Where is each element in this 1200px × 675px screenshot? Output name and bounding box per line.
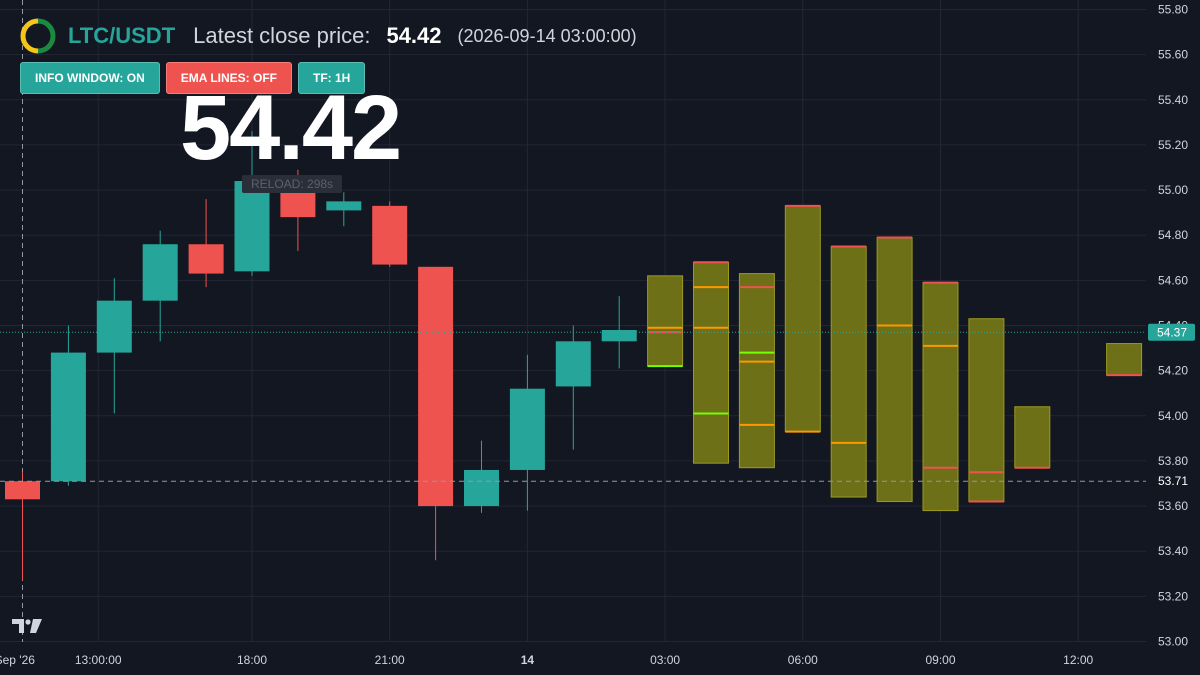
candle-body-up bbox=[509, 388, 545, 470]
time-tick-label: 14 bbox=[521, 653, 535, 667]
forecast-box bbox=[784, 205, 821, 433]
litecoin-logo-icon bbox=[20, 18, 56, 54]
time-tick-label: 09:00 bbox=[925, 653, 955, 667]
time-tick-label: 18:00 bbox=[237, 653, 267, 667]
forecast-box bbox=[738, 273, 775, 469]
candle-body-down bbox=[5, 481, 40, 500]
forecast-box bbox=[693, 261, 729, 464]
price-tick-label: 53.40 bbox=[1158, 544, 1188, 558]
candle-body-up bbox=[464, 469, 499, 507]
candle-body-up bbox=[234, 181, 270, 272]
candle-body-down bbox=[418, 266, 454, 507]
chart-header: LTC/USDT Latest close price: 54.42 (2026… bbox=[20, 18, 637, 54]
chart-grid bbox=[0, 0, 1146, 642]
ema-lines-button[interactable]: EMA LINES: OFF bbox=[165, 62, 292, 94]
candle-body-up bbox=[142, 244, 178, 301]
price-tick-label: 55.60 bbox=[1158, 48, 1188, 62]
time-axis-panel bbox=[0, 643, 1146, 675]
price-tick-label: 53.20 bbox=[1158, 589, 1188, 603]
timeframe-button[interactable]: TF: 1H bbox=[297, 62, 366, 94]
price-tick-label: 55.80 bbox=[1158, 3, 1188, 17]
pair-name: LTC/USDT bbox=[68, 23, 176, 48]
latest-close-label: Latest close price: bbox=[193, 23, 371, 48]
candle-body-up bbox=[326, 201, 362, 211]
chart-overlay bbox=[0, 331, 1146, 482]
info-window-button[interactable]: INFO WINDOW: ON bbox=[20, 62, 160, 94]
time-tick-label: 12:00 bbox=[1063, 653, 1093, 667]
reload-countdown[interactable]: RELOAD: 298s bbox=[242, 175, 343, 193]
forecast-box bbox=[830, 246, 867, 498]
toolbar: INFO WINDOW: ON EMA LINES: OFF TF: 1H bbox=[20, 62, 366, 94]
time-tick-label: 03:00 bbox=[650, 653, 680, 667]
candle-body-up bbox=[601, 330, 637, 342]
candlesticks bbox=[5, 131, 637, 581]
candle-body-down bbox=[372, 205, 408, 265]
candle-body-up bbox=[96, 300, 132, 353]
forecast-box bbox=[968, 318, 1005, 503]
price-tick-label: 55.00 bbox=[1158, 183, 1188, 197]
crosshair-price-label-bg bbox=[1148, 472, 1195, 490]
price-tick-label: 53.60 bbox=[1158, 499, 1188, 513]
price-tick-label: 54.20 bbox=[1158, 364, 1188, 378]
candle-body-up bbox=[50, 352, 86, 482]
time-tick-label: 21:00 bbox=[375, 653, 405, 667]
time-tick-label: 13:00:00 bbox=[75, 653, 122, 667]
latest-close-value: 54.42 bbox=[386, 23, 442, 48]
price-tick-label: 55.20 bbox=[1158, 138, 1188, 152]
time-tick-label: 13 Sep '26 bbox=[0, 653, 35, 667]
latest-close-timestamp: (2026-09-14 03:00:00) bbox=[457, 25, 637, 46]
candle-body-down bbox=[188, 244, 224, 274]
price-tick-label: 54.80 bbox=[1158, 228, 1188, 242]
last-price-label-bg bbox=[1148, 323, 1195, 341]
price-tick-label: 53.00 bbox=[1158, 635, 1188, 649]
price-tick-label: 54.00 bbox=[1158, 409, 1188, 423]
tradingview-logo-icon bbox=[12, 619, 42, 633]
forecast-box bbox=[1014, 406, 1051, 469]
last-price-label: 54.37 bbox=[1157, 325, 1187, 339]
forecast-box bbox=[647, 275, 684, 367]
price-tick-label: 54.60 bbox=[1158, 273, 1188, 287]
big-price-display: 54.42 bbox=[180, 77, 402, 179]
forecast-box bbox=[1106, 343, 1143, 376]
forecast-box bbox=[922, 282, 959, 512]
candle-body-up bbox=[555, 341, 591, 387]
time-tick-label: 06:00 bbox=[788, 653, 818, 667]
forecast-boxes bbox=[22, 0, 1143, 642]
price-tick-label: 53.80 bbox=[1158, 454, 1188, 468]
crosshair-price-label: 53.71 bbox=[1158, 474, 1188, 488]
forecast-box bbox=[876, 236, 913, 503]
price-tick-label: 55.40 bbox=[1158, 93, 1188, 107]
